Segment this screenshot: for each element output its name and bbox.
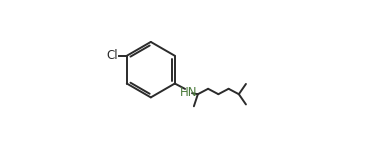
Text: Cl: Cl [107, 49, 118, 62]
Text: HN: HN [179, 86, 197, 99]
